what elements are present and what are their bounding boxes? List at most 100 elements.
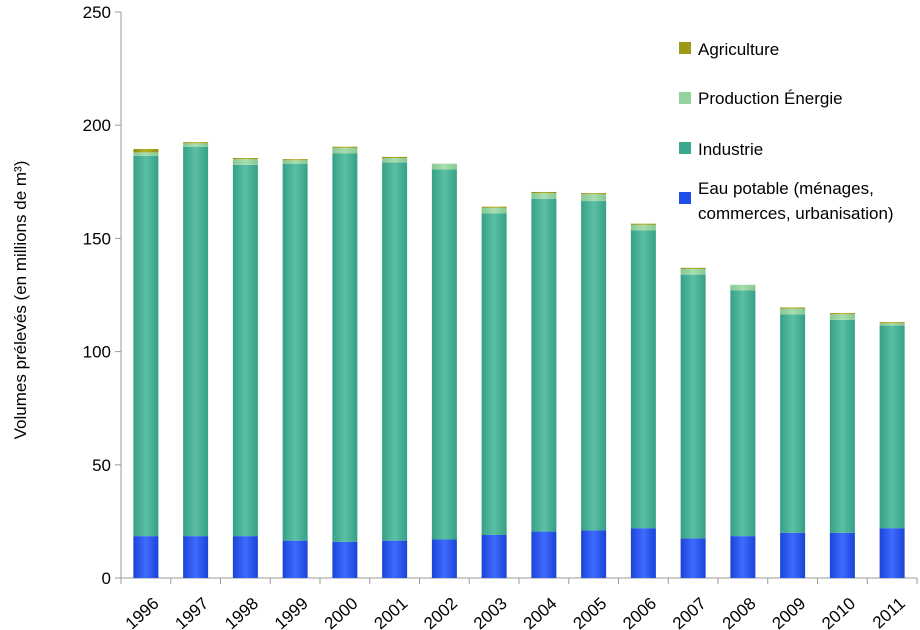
bar-stack-2004: [531, 191, 557, 578]
bar-eau-potable-2008: [730, 536, 756, 578]
legend-label-industrie: Industrie: [698, 140, 763, 159]
y-tick-label: 0: [102, 569, 111, 588]
bar-industrie-2008: [730, 290, 756, 537]
x-tick-label: 1999: [271, 594, 312, 630]
bar-agriculture-2004: [531, 191, 557, 194]
bar-agriculture-1999: [282, 159, 308, 161]
bar-agriculture-2003: [481, 206, 507, 208]
bar-production-energie-2003: [481, 207, 507, 214]
bar-eau-potable-2009: [780, 532, 806, 578]
bar-production-energie-1999: [282, 160, 308, 164]
bar-stack-2003: [481, 206, 507, 578]
bar-stack-1996: [133, 148, 159, 578]
bar-agriculture-2011: [879, 322, 905, 324]
bar-production-energie-2011: [879, 323, 905, 326]
bar-production-energie-2001: [382, 158, 408, 163]
legend-label-eau-potable-line2: commerces, urbanisation): [698, 204, 894, 223]
bar-industrie-2011: [879, 325, 905, 529]
bar-eau-potable-2001: [382, 540, 408, 578]
bar-industrie-2004: [531, 198, 557, 532]
x-tick-label: 2009: [769, 594, 810, 630]
bar-industrie-2009: [780, 314, 806, 533]
bar-agriculture-2009: [780, 307, 806, 309]
bar-industrie-1999: [282, 163, 308, 541]
bar-production-energie-2007: [680, 268, 706, 275]
bar-industrie-2010: [829, 319, 855, 533]
bar-eau-potable-2011: [879, 528, 905, 578]
bar-industrie-2000: [332, 153, 358, 542]
bar-stack-1998: [232, 158, 258, 578]
bar-industrie-1996: [133, 155, 159, 537]
bar-stack-2010: [829, 313, 855, 578]
x-tick-label: 2011: [869, 594, 909, 630]
bars: [133, 142, 905, 578]
bar-eau-potable-1999: [282, 540, 308, 578]
bar-eau-potable-1998: [232, 536, 258, 578]
bar-eau-potable-2000: [332, 541, 358, 578]
bar-production-energie-1997: [183, 143, 209, 147]
bar-eau-potable-2010: [829, 532, 855, 578]
x-tick-label: 2006: [619, 594, 660, 630]
bar-stack-2002: [431, 163, 457, 578]
legend-label-eau-potable-line1: Eau potable (ménages,: [698, 179, 874, 198]
bar-eau-potable-2002: [431, 539, 457, 578]
bar-eau-potable-2006: [630, 528, 656, 578]
bar-production-energie-1998: [232, 159, 258, 165]
y-tick-label: 100: [83, 343, 111, 362]
bar-production-energie-1996: [133, 152, 159, 156]
bar-eau-potable-2005: [581, 530, 607, 578]
bar-industrie-2005: [581, 201, 607, 531]
bar-stack-2000: [332, 146, 358, 578]
x-tick-label: 2002: [420, 594, 461, 630]
bar-agriculture-2010: [829, 313, 855, 315]
y-ticks: 0 50 100 150 200 250: [83, 3, 121, 588]
bar-production-energie-2005: [581, 194, 607, 202]
x-tick-label: 2004: [520, 594, 561, 630]
bar-production-energie-2004: [531, 193, 557, 199]
bar-stack-2005: [581, 193, 607, 578]
bar-eau-potable-1997: [183, 536, 209, 578]
bar-stack-2011: [879, 322, 905, 578]
y-tick-label: 250: [83, 3, 111, 22]
x-tick-label: 1996: [122, 594, 163, 630]
bar-eau-potable-2007: [680, 538, 706, 578]
bar-stack-2008: [730, 284, 756, 578]
bar-agriculture-1997: [183, 142, 209, 144]
legend-label-agriculture: Agriculture: [698, 40, 779, 59]
bar-agriculture-2007: [680, 267, 706, 269]
bar-eau-potable-2004: [531, 531, 557, 578]
x-tick-label: 2005: [570, 594, 611, 630]
x-tick-label: 1997: [172, 594, 213, 630]
x-tick-label: 1998: [221, 594, 262, 630]
bar-agriculture-2000: [332, 146, 358, 148]
legend-swatch-agriculture: [679, 42, 691, 54]
bar-industrie-1997: [183, 146, 209, 537]
bar-stack-1999: [282, 159, 308, 578]
bar-industrie-2003: [481, 213, 507, 535]
bar-industrie-1998: [232, 164, 258, 537]
x-tick-label: 2007: [669, 594, 710, 630]
bar-agriculture-1996: [133, 148, 159, 153]
bar-stack-2001: [382, 156, 408, 578]
x-tick-label: 2010: [818, 594, 859, 630]
bar-production-energie-2009: [780, 308, 806, 315]
bar-stack-1997: [183, 142, 209, 578]
bar-industrie-2007: [680, 274, 706, 539]
y-axis-title: Volumes prélevés (en millions de m³): [11, 161, 30, 440]
bar-eau-potable-1996: [133, 536, 159, 578]
bar-production-energie-2002: [431, 163, 457, 170]
legend-label-production-energie: Production Énergie: [698, 89, 843, 108]
x-tick-label: 2003: [470, 594, 511, 630]
bar-production-energie-2010: [829, 314, 855, 320]
y-tick-label: 200: [83, 116, 111, 135]
bar-agriculture-2001: [382, 156, 408, 159]
bar-agriculture-1998: [232, 158, 258, 160]
legend-swatch-eau-potable: [679, 192, 691, 204]
bar-production-energie-2008: [730, 284, 756, 291]
legend: Agriculture Production Énergie Industrie…: [679, 40, 894, 223]
bar-stack-2006: [630, 223, 656, 578]
x-tick-label: 2008: [719, 594, 760, 630]
bar-stack-2009: [780, 307, 806, 578]
bar-agriculture-2006: [630, 223, 656, 225]
